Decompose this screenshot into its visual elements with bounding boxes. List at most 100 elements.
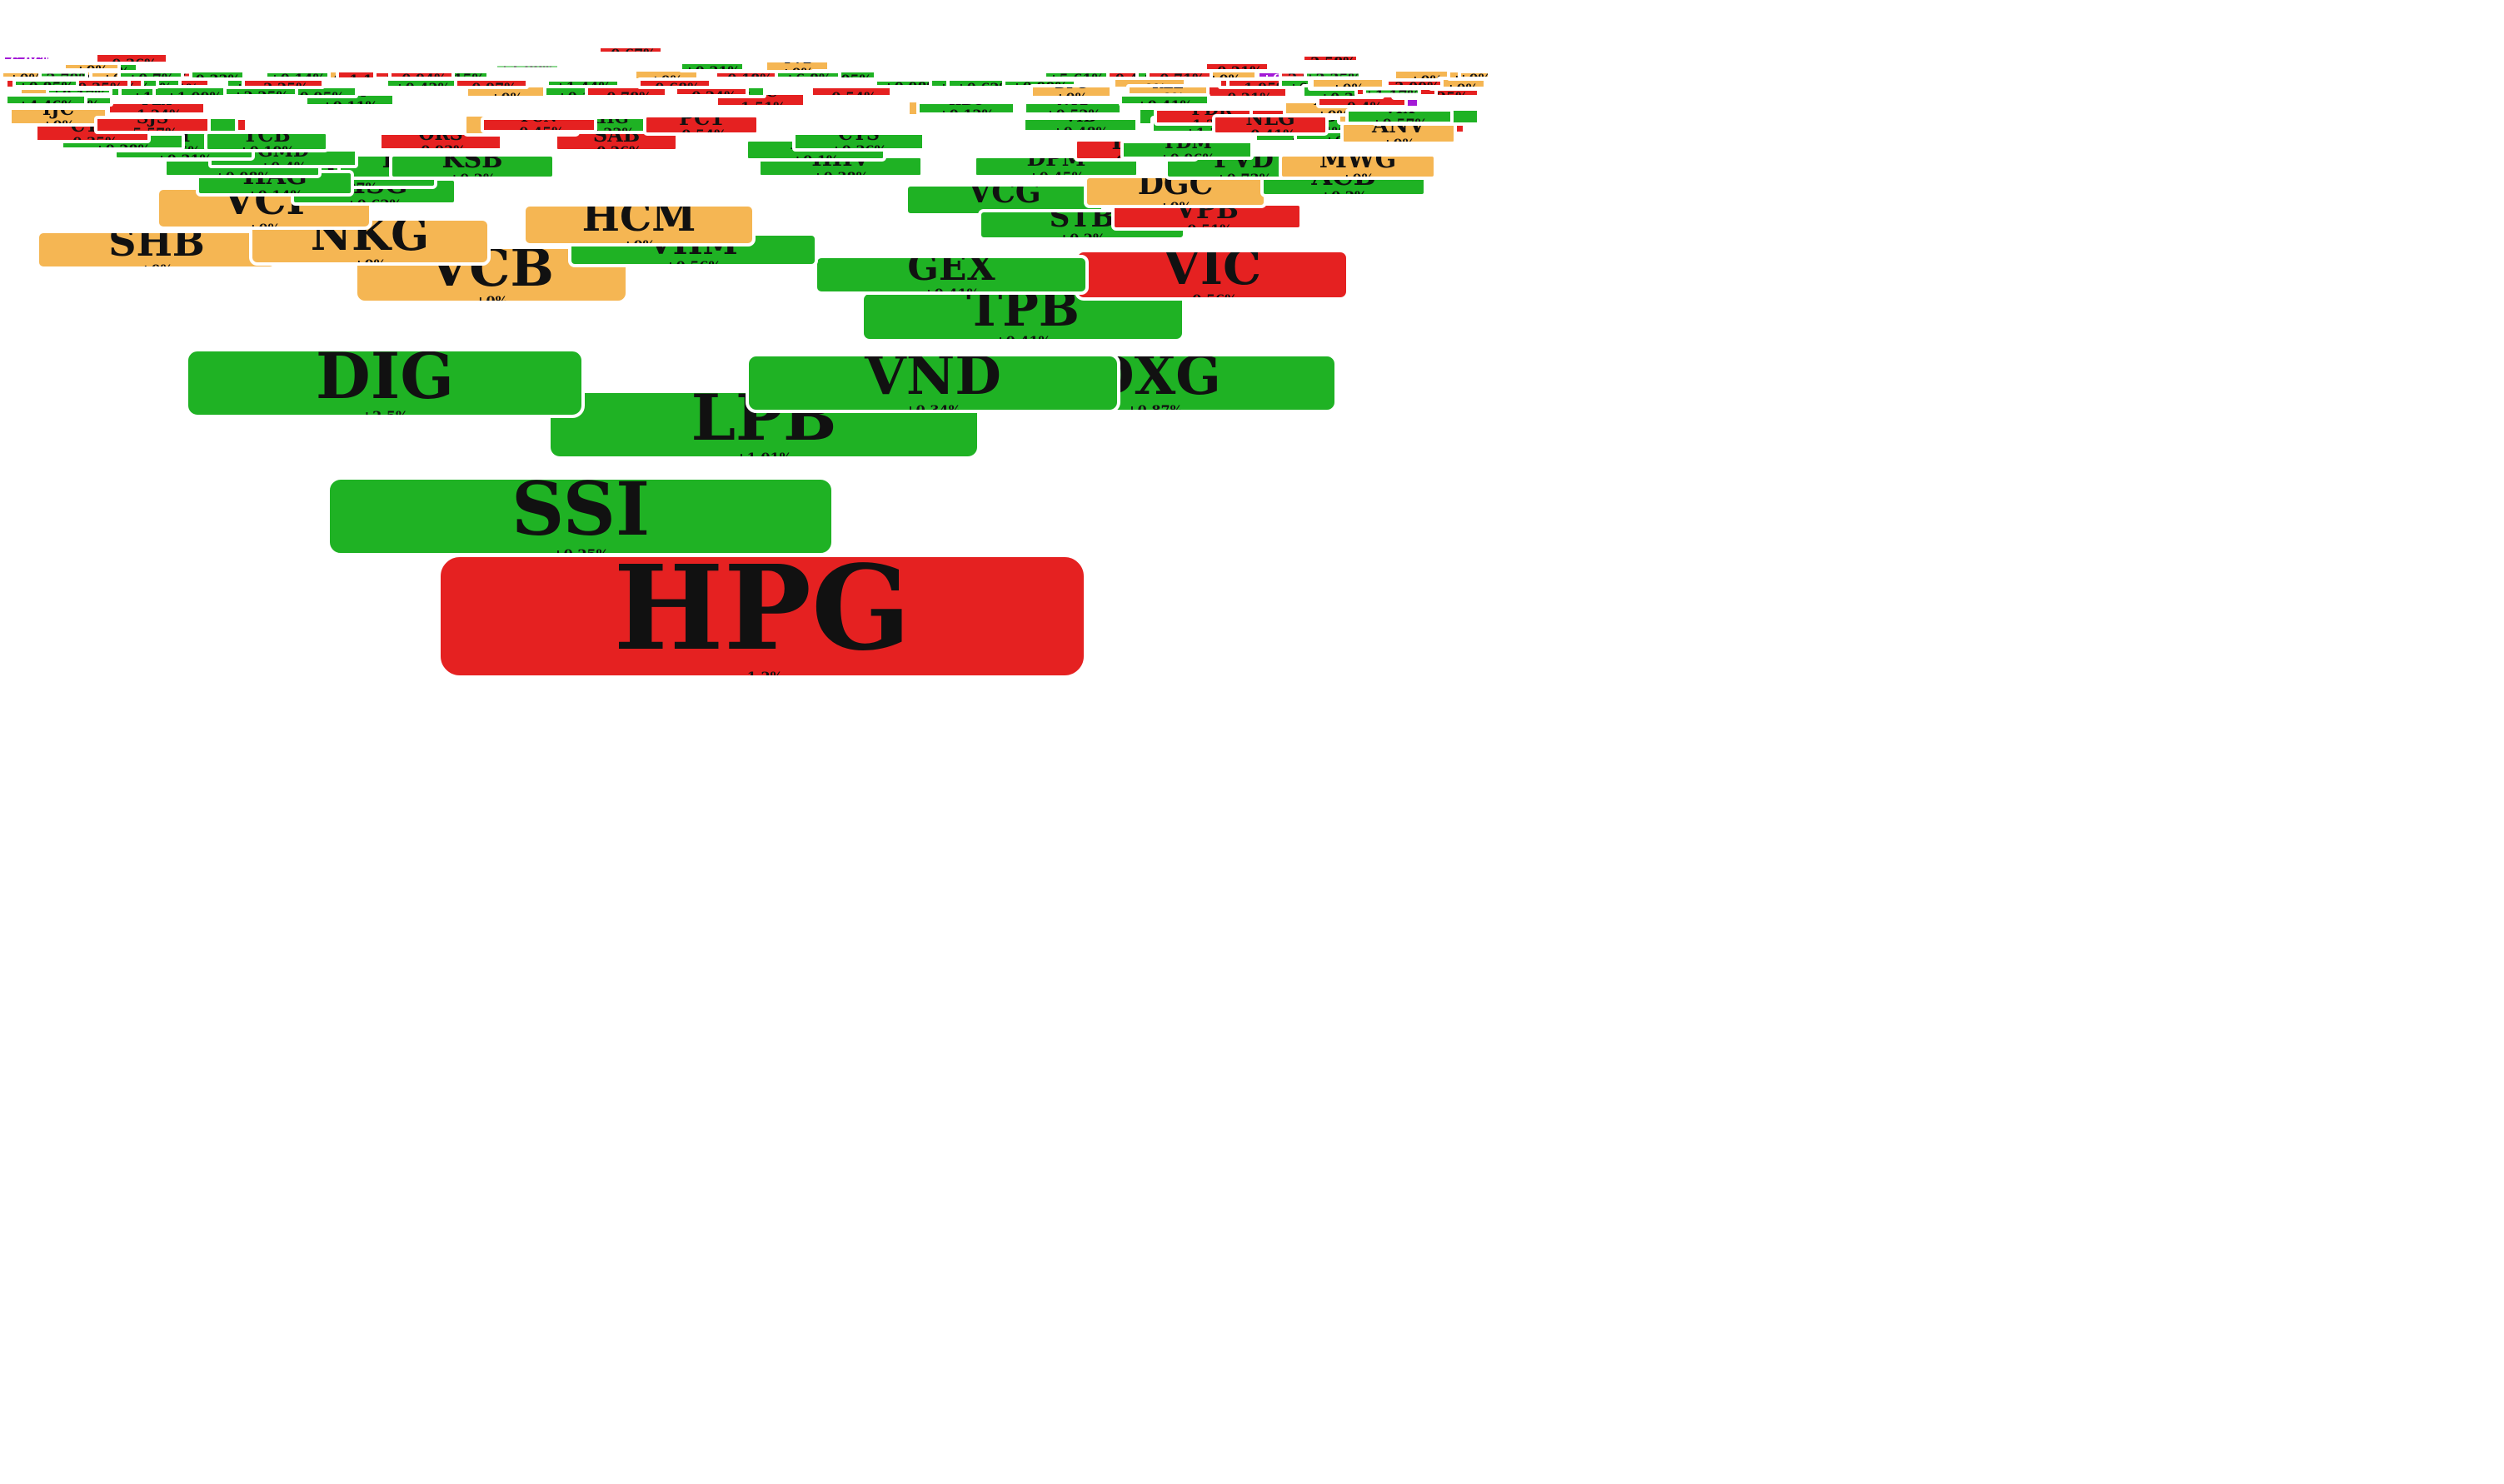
stock-tile-ctr[interactable]: CTR-0.71% <box>1146 70 1213 80</box>
stock-tile-tdm[interactable]: TDM +0.96% <box>1120 140 1254 160</box>
stock-tile-hbc[interactable]: HBC+0.12% <box>916 101 1016 116</box>
stock-tile-shb[interactable]: SHB +0% <box>36 230 277 270</box>
stock-tile-tna[interactable]: TNA+2.35% <box>1304 70 1362 80</box>
stock-change: +0.56% <box>665 257 721 267</box>
stock-tile-hpx[interactable]: HPX-0.24% <box>674 86 749 97</box>
stock-change: +1.09% <box>166 88 222 98</box>
stock-symbol: NCT <box>1225 64 1249 65</box>
stock-tile-dgc[interactable]: DGC +0% <box>1084 175 1267 208</box>
stock-symbol: GMH <box>1461 70 1488 72</box>
stock-symbol: NLG <box>1245 114 1295 131</box>
stock-change: -0.97% <box>466 79 517 89</box>
stock-tile-jvc[interactable]: JVC-0.94% <box>388 70 455 80</box>
stock-change: +6.96% <box>5 54 48 62</box>
stock-tile-sgn[interactable]: SGN+2.79% <box>38 70 88 80</box>
stock-tile-tcb[interactable]: TCB +0.19% <box>204 131 329 152</box>
stock-tile-e1vfvn30[interactable]: E1VFVN30+0.17% <box>46 87 112 96</box>
stock-symbol: ASM <box>34 78 58 81</box>
stock-tile-pc1[interactable]: PC1 -0.54% <box>643 114 760 136</box>
stock-symbol: HSL <box>797 70 819 72</box>
stock-tile-msb[interactable]: MSB+0.41% <box>1119 93 1210 107</box>
stock-change: -0.67% <box>605 46 656 55</box>
stock-symbol: ABS <box>736 70 758 72</box>
stock-change: +0% <box>1409 72 1443 82</box>
stock-tile-plx[interactable]: PLX-1.24% <box>107 101 207 116</box>
stock-tile-vib[interactable]: VIB +0.48% <box>1022 117 1139 133</box>
stock-symbol: MSB <box>1149 97 1180 99</box>
stock-change: +0.11% <box>322 98 378 107</box>
stock-symbol: VIX <box>1384 108 1415 118</box>
stock-tile-dig[interactable]: DIG +2.5% <box>185 348 585 418</box>
stock-tile-ksb[interactable]: KSB +0.2% <box>389 153 556 180</box>
stock-tile-vic[interactable]: VIC -0.56% <box>1075 249 1349 301</box>
stock-tile-gex[interactable]: GEX +0.41% <box>814 255 1089 295</box>
stock-symbol: TCB <box>242 131 291 147</box>
stock-tile-vix[interactable]: VIX +0.57% <box>1345 108 1454 125</box>
stock-change: +0.2% <box>1058 231 1106 241</box>
stock-change: +0.14% <box>247 187 303 197</box>
stock-change: +0.1% <box>791 152 840 162</box>
stock-change: +0.2% <box>448 171 496 180</box>
stock-tile-nct[interactable]: NCT-0.21% <box>1204 61 1270 72</box>
stock-tile-mwg[interactable]: MWG +0% <box>1279 153 1437 180</box>
stock-change: +0.28% <box>94 142 151 151</box>
stock-tile-hap[interactable]: HAP+1.09% <box>152 85 236 98</box>
stock-tile-ijc[interactable]: IJC +0% <box>8 107 108 127</box>
stock-tile-sgr[interactable]: SGR+6.96% <box>2 54 52 62</box>
stock-tile-acb[interactable]: ACB +0.2% <box>1260 169 1427 197</box>
stock-tile-dha[interactable]: DHA+0.31% <box>679 61 746 72</box>
stock-change: +0.95% <box>288 88 345 98</box>
stock-tile-cts[interactable]: CTS +0.36% <box>792 132 925 152</box>
stock-change: +0% <box>475 293 508 304</box>
stock-tile-dpg[interactable]: DPG+0% <box>1030 84 1113 99</box>
stock-change: -0.25% <box>1417 88 1469 98</box>
stock-tile-hcm[interactable]: HCM +0% <box>522 203 756 247</box>
stock-symbol: REE <box>1152 87 1184 92</box>
stock-symbol: PHC <box>271 81 296 82</box>
stock-change: +0% <box>42 117 75 127</box>
stock-tile-vnd[interactable]: VND +0.34% <box>746 353 1120 413</box>
stock-change: +0% <box>1382 136 1415 145</box>
stock-change: +0.3% <box>1319 90 1367 99</box>
stock-tile-nlg[interactable]: NLG -0.41% <box>1212 114 1329 136</box>
stock-tile-ssi[interactable]: SSI +0.25% <box>327 476 835 556</box>
stock-tile-skg[interactable]: SKG-0.67% <box>597 45 664 55</box>
stock-symbol: PC1 <box>679 114 724 131</box>
stock-tile-vre[interactable]: VRE+2.25% <box>223 86 298 97</box>
stock-tile-fcn[interactable]: FCN -0.45% <box>481 117 597 133</box>
stock-tile-hng[interactable]: HNG+0.7% <box>117 70 184 80</box>
stock-tile-nt2[interactable]: NT2+0.52% <box>1023 101 1123 116</box>
stock-tile-cav[interactable]: CAV-3.09% <box>1385 78 1444 88</box>
stock-tile-dpm[interactable]: DPM +0.45% <box>973 155 1140 178</box>
stock-tile-vhc[interactable]: VHC-0.54% <box>810 85 893 98</box>
stock-change: +0.96% <box>1159 151 1215 160</box>
stock-tile-gmh[interactable]: GMH+0% <box>1458 70 1491 80</box>
stock-tile-aat[interactable]: AAT-0.97% <box>454 77 529 89</box>
stock-tile-hsl[interactable]: HSL+6.8% <box>775 70 841 80</box>
stock-change: -1.95% <box>1238 79 1289 89</box>
stock-tile-gsp[interactable]: GSP+1.44% <box>546 78 621 88</box>
stock-symbol: CRE <box>287 70 308 72</box>
stock-change: +0.5% <box>92 88 141 98</box>
stock-tile-sjs[interactable]: SJS -5.57% <box>94 116 211 134</box>
stock-symbol: VIC <box>1162 249 1262 296</box>
stock-change: -0.54% <box>676 127 727 136</box>
stock-change: +5.61% <box>1048 71 1105 80</box>
stock-tile-cre[interactable]: CRE+0.14% <box>264 70 331 80</box>
stock-change: +1.01% <box>736 449 792 460</box>
stock-tile-abs[interactable]: ABS-0.18% <box>714 70 781 80</box>
stock-tile-cig[interactable]: CIG+5.61% <box>1043 70 1110 80</box>
stock-change: -1.51% <box>735 99 786 108</box>
stock-tile-fuessv30[interactable]: FUESSV30+1.17% <box>1363 87 1421 97</box>
stock-tile-agr[interactable]: AGR+0% <box>62 62 121 72</box>
stock-tile-ors[interactable]: ORS -0.93% <box>378 132 503 152</box>
stock-tile-pac[interactable]: PAC-2.58% <box>1301 53 1359 63</box>
stock-symbol: DIG <box>315 348 455 413</box>
stock-tile-hpg[interactable]: HPG -1.2% <box>437 554 1087 679</box>
stock-change: -0.45% <box>513 124 565 133</box>
stock-change: +1.15% <box>428 71 485 80</box>
stock-change: -3.09% <box>1389 79 1440 88</box>
stock-change: +0% <box>140 261 173 270</box>
stock-tile-fuessv50[interactable]: FUESSV50+1.09% <box>494 62 561 71</box>
stock-tile-asm[interactable]: ASM+0.85% <box>12 78 79 88</box>
